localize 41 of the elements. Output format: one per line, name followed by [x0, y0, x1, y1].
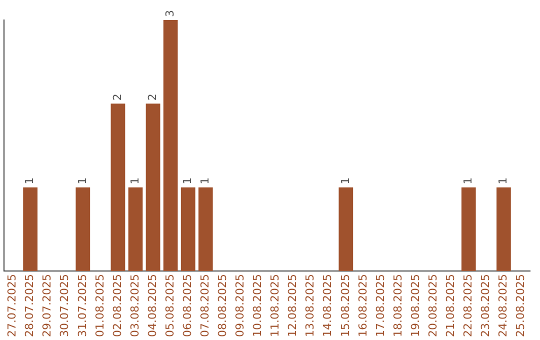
data-label: 1 — [461, 177, 474, 184]
data-label: 1 — [496, 177, 510, 184]
x-tick-label: 17.08.2025 — [374, 274, 387, 338]
x-tick-label: 04.08.2025 — [146, 274, 159, 338]
data-label: 1 — [23, 177, 36, 184]
x-tick-label: 27.07.2025 — [6, 274, 19, 338]
data-label: 1 — [198, 177, 212, 184]
data-label: 1 — [128, 177, 142, 184]
x-tick-label: 13.08.2025 — [304, 274, 317, 338]
x-tick-label: 07.08.2025 — [198, 274, 212, 338]
x-tick-label: 22.08.2025 — [461, 274, 474, 338]
x-tick-label: 31.07.2025 — [76, 274, 89, 338]
x-tick-label: 02.08.2025 — [110, 274, 124, 338]
data-label: 3 — [163, 10, 176, 17]
x-tick-label: 24.08.2025 — [496, 274, 510, 338]
x-tick-label: 06.08.2025 — [180, 274, 194, 338]
x-tick-label: 23.08.2025 — [479, 274, 492, 338]
x-tick-label: 09.08.2025 — [234, 274, 247, 338]
x-tick-label: 03.08.2025 — [128, 274, 142, 338]
data-label: 2 — [110, 94, 124, 101]
x-tick-label: 15.08.2025 — [338, 274, 352, 338]
x-tick-label: 11.08.2025 — [268, 274, 282, 338]
x-tick-label: 01.08.2025 — [93, 274, 106, 338]
x-tick-label: 16.08.2025 — [356, 274, 370, 338]
x-tick-label: 28.07.2025 — [23, 274, 36, 338]
x-tick-label: 10.08.2025 — [251, 274, 264, 338]
data-label: 2 — [146, 94, 159, 101]
x-tick-label: 19.08.2025 — [408, 274, 422, 338]
x-tick-label: 25.08.2025 — [514, 274, 528, 338]
x-tick-label: 20.08.2025 — [426, 274, 440, 338]
x-tick-label: 29.07.2025 — [40, 274, 54, 338]
data-label: 1 — [180, 177, 194, 184]
data-label: 1 — [76, 177, 89, 184]
x-tick-label: 30.07.2025 — [58, 274, 72, 338]
data-label: 1 — [338, 177, 352, 184]
x-tick-label: 14.08.2025 — [321, 274, 334, 338]
x-tick-label: 12.08.2025 — [286, 274, 300, 338]
x-tick-label: 21.08.2025 — [444, 274, 457, 338]
x-tick-label: 18.08.2025 — [391, 274, 404, 338]
x-tick-label: 05.08.2025 — [163, 274, 176, 338]
x-tick-label: 08.08.2025 — [216, 274, 230, 338]
